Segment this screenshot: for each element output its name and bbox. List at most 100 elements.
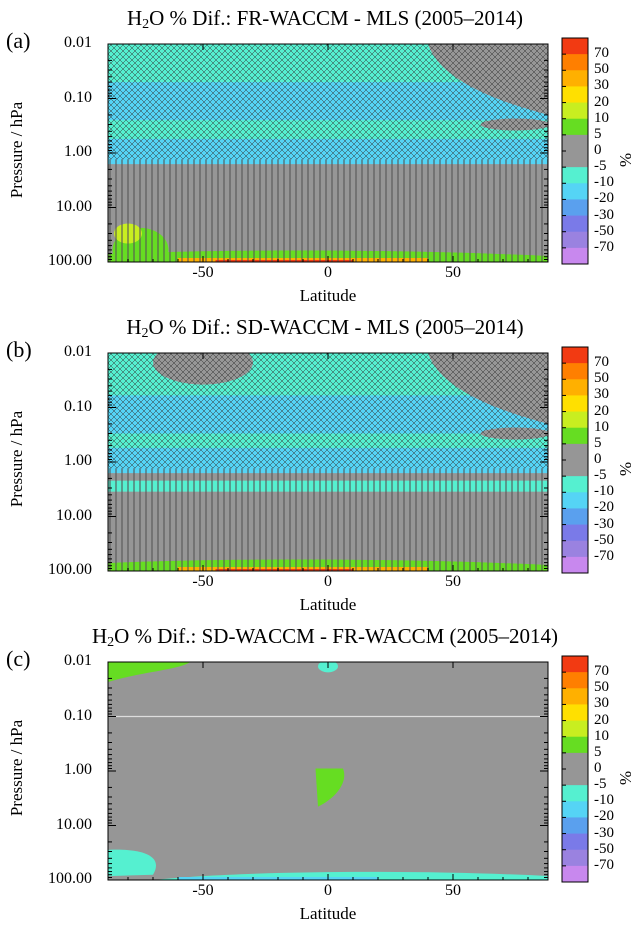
colorbar-swatch xyxy=(562,476,588,493)
colorbar-label: 0 xyxy=(594,142,602,158)
colorbar-swatch xyxy=(562,833,588,851)
colorbar-swatch xyxy=(562,508,588,525)
colorbar-swatch xyxy=(562,54,588,71)
field-green-center xyxy=(315,768,345,807)
colorbar-swatch xyxy=(562,38,588,55)
colorbar-label: 5 xyxy=(594,743,602,760)
colorbar-label: -10 xyxy=(594,792,614,809)
colorbar-swatch xyxy=(562,492,588,509)
colorbar-swatch xyxy=(562,704,588,721)
colorbar-label: 5 xyxy=(594,434,602,451)
colorbar-swatch xyxy=(562,247,588,265)
colorbar-label: 30 xyxy=(594,77,609,94)
colorbar-swatch xyxy=(562,656,588,673)
colorbar-label: -70 xyxy=(594,238,614,255)
colorbar-label: -50 xyxy=(594,222,614,239)
panel-b: H2O % Dif.: SD-WACCM - MLS (2005–2014) (… xyxy=(0,309,638,618)
colorbar-label: 70 xyxy=(594,45,609,62)
colorbar-swatch xyxy=(562,849,588,867)
colorbar-swatch xyxy=(562,720,588,738)
colorbar-label: -5 xyxy=(594,158,607,175)
y-tick-label: 100.00 xyxy=(48,252,92,269)
panel-a: H2O % Dif.: FR-WACCM - MLS (2005–2014) (… xyxy=(0,0,638,309)
colorbar-label: -10 xyxy=(594,483,614,500)
panel-title: H2O % Dif.: FR-WACCM - MLS (2005–2014) xyxy=(126,6,524,32)
colorbar-label: 50 xyxy=(594,679,609,696)
colorbar-label: -5 xyxy=(594,467,607,484)
colorbar-label: 10 xyxy=(594,109,609,126)
y-tick-label: 1.00 xyxy=(64,761,92,778)
colorbar-label: -30 xyxy=(594,515,614,532)
colorbar-swatch xyxy=(562,379,588,396)
x-tick-label: 50 xyxy=(445,882,461,899)
colorbar-swatch xyxy=(562,151,588,168)
colorbar-label: -50 xyxy=(594,531,614,548)
y-tick-label: 10.00 xyxy=(56,197,92,215)
x-tick-label: 0 xyxy=(324,264,332,281)
x-axis-label: Latitude xyxy=(299,904,357,923)
colorbar-label: -20 xyxy=(594,190,614,207)
y-tick-label: 10.00 xyxy=(56,815,92,833)
colorbar-swatch xyxy=(562,688,588,705)
colorbar-label: -20 xyxy=(594,808,614,825)
colorbar-label: 10 xyxy=(594,727,609,744)
colorbar-swatch xyxy=(562,672,588,689)
contour-plot-a xyxy=(107,37,589,265)
colorbar-swatch xyxy=(562,395,588,412)
x-tick-label: 0 xyxy=(324,573,332,590)
y-tick-label: 0.01 xyxy=(64,652,92,669)
colorbar-swatch xyxy=(562,118,588,136)
colorbar-swatch xyxy=(562,540,588,558)
colorbar-swatch xyxy=(562,769,588,786)
colorbar-label: -30 xyxy=(594,824,614,841)
x-tick-label: -50 xyxy=(192,264,214,281)
field-cyan-sp xyxy=(108,849,156,877)
colorbar-swatch xyxy=(562,524,588,542)
x-tick-label: 50 xyxy=(445,573,461,590)
colorbar-label: 70 xyxy=(594,354,609,371)
y-tick-label: 1.00 xyxy=(64,143,92,160)
colorbar-swatch xyxy=(562,70,588,87)
colorbar-label: 20 xyxy=(594,402,609,419)
colorbar-swatch xyxy=(562,411,588,429)
colorbar-swatch xyxy=(562,443,588,461)
y-tick-label: 0.10 xyxy=(64,397,92,415)
colorbar-label: 50 xyxy=(594,370,609,387)
colorbar-swatch xyxy=(562,460,588,477)
colorbar-swatch xyxy=(562,785,588,802)
colorbar-label: -20 xyxy=(594,499,614,516)
x-tick-label: -50 xyxy=(192,882,214,899)
colorbar-swatch xyxy=(562,199,588,216)
x-axis-label: Latitude xyxy=(299,286,357,305)
colorbar-label: -50 xyxy=(594,840,614,857)
colorbar-label: 70 xyxy=(594,663,609,680)
colorbar-swatch xyxy=(562,817,588,834)
panel-label: (c) xyxy=(6,646,31,671)
panel-title: H2O % Dif.: SD-WACCM - MLS (2005–2014) xyxy=(126,315,524,341)
contour-plot-c xyxy=(107,655,589,883)
field-hatch-crosses xyxy=(108,353,548,469)
y-tick-label: 1.00 xyxy=(64,452,92,469)
colorbar-swatch xyxy=(562,134,588,152)
colorbar-swatch xyxy=(562,865,588,883)
y-tick-label: 10.00 xyxy=(56,506,92,524)
y-tick-label: 0.10 xyxy=(64,706,92,724)
x-tick-label: 50 xyxy=(445,264,461,281)
colorbar-label: 30 xyxy=(594,695,609,712)
contour-field xyxy=(108,353,548,571)
y-tick-label: 0.10 xyxy=(64,88,92,106)
colorbar-swatch xyxy=(562,347,588,364)
colorbar-swatch xyxy=(562,427,588,445)
contour-field xyxy=(108,662,548,880)
x-tick-label: -50 xyxy=(192,573,214,590)
colorbar-label: 0 xyxy=(594,760,602,776)
colorbar-swatch xyxy=(562,102,588,120)
field-hatch-crosses xyxy=(108,44,548,160)
colorbar-swatch xyxy=(562,556,588,574)
panel-title: H2O % Dif.: SD-WACCM - FR-WACCM (2005–20… xyxy=(91,624,559,650)
colorbar-swatch xyxy=(562,736,588,754)
x-tick-label: 0 xyxy=(324,882,332,899)
colorbar-label: 20 xyxy=(594,93,609,110)
colorbar-label: -5 xyxy=(594,776,607,793)
x-axis-label: Latitude xyxy=(299,595,357,614)
